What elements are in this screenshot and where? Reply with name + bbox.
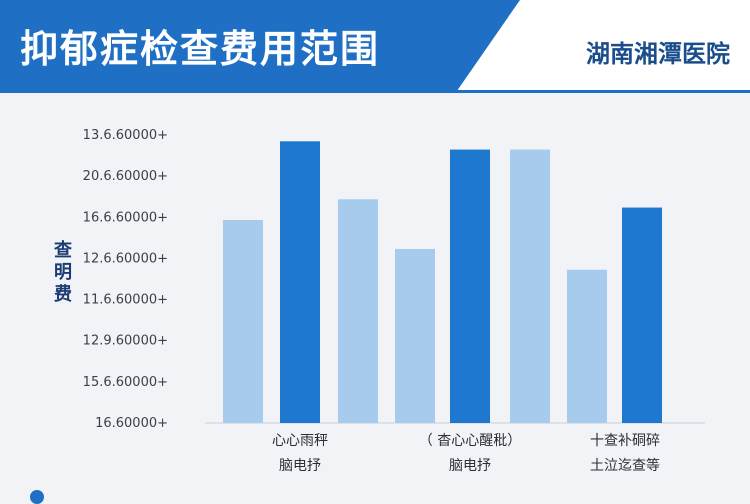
bar [567, 269, 607, 423]
y-tick-label: 15.6.60000+ [83, 375, 168, 390]
hospital-name: 湖南湘潭医院 [586, 40, 730, 68]
bar-chart: 13.6.60000+ 20.6.60000+ 16.6.60000+ 12.6.60… [83, 128, 705, 474]
x-category-sublabel: 土泣迄查等 [590, 457, 660, 474]
bar [510, 149, 550, 424]
header: 抑郁症检查费用范围 湖南湘潭医院 [0, 0, 750, 90]
y-tick-label: 13.6.60000+ [83, 128, 168, 143]
page-title: 抑郁症检查费用范围 [20, 27, 381, 71]
y-tick-label: 16.60000+ [95, 416, 168, 431]
bar [338, 199, 378, 423]
x-category-sublabel: 脑电抒 [449, 458, 491, 474]
y-tick-label: 11.6.60000+ [83, 293, 168, 308]
y-tick-label: 16.6.60000+ [83, 210, 168, 225]
bar [395, 249, 435, 423]
logo-icon [30, 490, 44, 504]
bar [280, 141, 320, 423]
bar [223, 220, 263, 423]
bar [450, 149, 490, 424]
y-tick-label: 12.6.60000+ [83, 251, 168, 266]
y-axis-label: 查明费 [54, 240, 72, 305]
bar [622, 207, 662, 423]
x-category-label: （ 杳心心醒秕） [419, 433, 521, 449]
title-banner [0, 0, 520, 90]
x-category-label: 十查补硐碎 [590, 433, 660, 449]
header-divider [0, 90, 750, 93]
x-category-sublabel: 脑电抒 [279, 458, 321, 474]
y-tick-label: 12.9.60000+ [83, 334, 168, 349]
x-category-label: 心心雨秤 [272, 433, 328, 449]
y-tick-label: 20.6.60000+ [83, 169, 168, 184]
